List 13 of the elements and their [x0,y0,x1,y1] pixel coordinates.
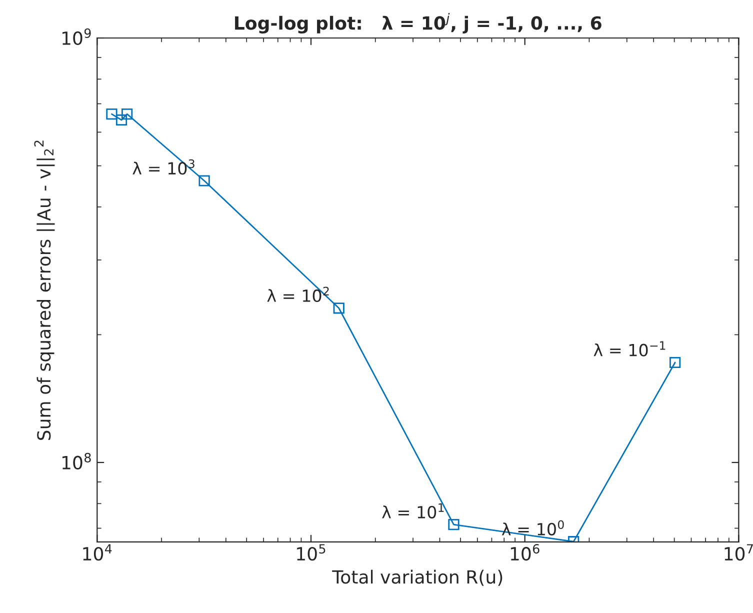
x-tick-label: 10$^{4}$ [83,544,112,561]
chart-title: Log-log plot: λ = 10$^{j}$, j = -1, 0, ..., 6 [235,13,602,34]
annotation: λ = 10$^{1}$ [382,503,444,518]
y-axis-title: Sum of squared errors ||Au - v||$_{2}$$^{2}$ [34,140,55,440]
x-tick-label: 10$^{5}$ [297,544,326,561]
annotation: λ = 10$^{2}$ [267,286,329,302]
y-tick-label: 10$^{9}$ [62,28,91,45]
x-tick-label: 10$^{6}$ [510,544,540,561]
annotation: λ = 10$^{3}$ [132,159,194,175]
annotation: λ = 10$^{−1}$ [594,341,666,356]
x-axis-title: Total variation R(u) [332,570,502,586]
y-tick-label: 10$^{8}$ [62,452,91,470]
x-tick-label: 10$^{7}$ [724,544,753,561]
